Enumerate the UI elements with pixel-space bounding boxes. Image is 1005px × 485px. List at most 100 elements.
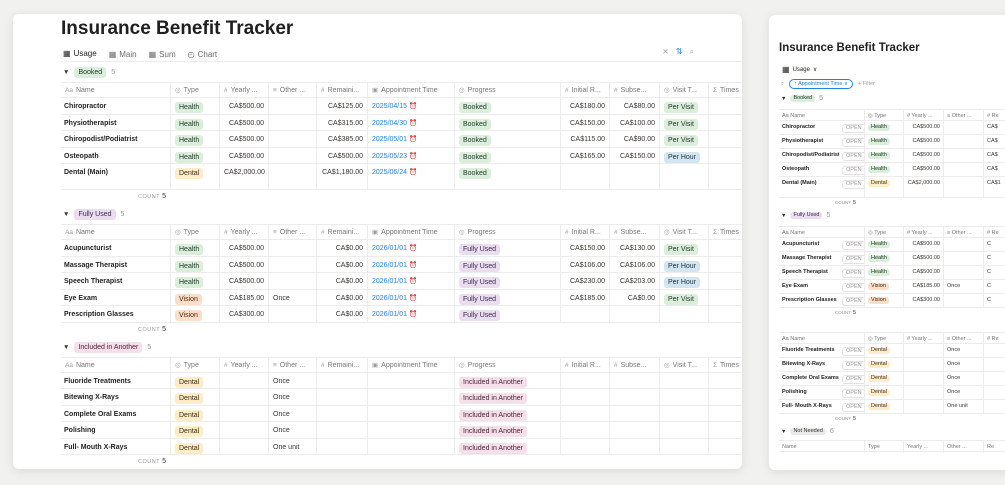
- table-row[interactable]: Fluoride Treatments OPEN Dental Once: [779, 344, 1005, 358]
- open-button[interactable]: OPEN: [842, 124, 864, 133]
- column-header[interactable]: # Yearly ...: [904, 110, 944, 122]
- column-header[interactable]: ▣ Appointment Time: [368, 357, 455, 374]
- open-button[interactable]: OPEN: [842, 180, 864, 189]
- table-row[interactable]: Polishing OPEN Dental Once: [779, 386, 1005, 400]
- column-header[interactable]: ◎ Visit T...: [660, 357, 709, 374]
- table-row[interactable]: Physiotherapist OPEN Health CA$500.00 CA$: [779, 135, 1005, 149]
- cell-name[interactable]: Speech Therapist: [61, 273, 171, 289]
- column-header[interactable]: Aa Name: [61, 225, 171, 241]
- table-row[interactable]: Eye Exam Vision CA$185.00 Once CA$0.00 2026/0…: [61, 289, 742, 306]
- column-header[interactable]: Σ Times: [709, 83, 742, 99]
- column-header[interactable]: # Yearly ...: [220, 225, 269, 241]
- open-button[interactable]: OPEN: [842, 241, 864, 250]
- open-button[interactable]: OPEN: [842, 152, 864, 161]
- table-row[interactable]: Speech Therapist OPEN Health CA$500.00 C: [779, 266, 1005, 280]
- cell-open[interactable]: OPEN: [839, 400, 865, 413]
- column-header[interactable]: ◎ Visit T...: [660, 83, 709, 99]
- column-header[interactable]: Aa Name: [61, 357, 171, 374]
- cell-name[interactable]: Eye Exam: [779, 280, 839, 293]
- side-group-header[interactable]: ▼ Not Needed 6: [781, 428, 834, 435]
- cell-name[interactable]: Acupuncturist: [779, 238, 839, 251]
- cell-open[interactable]: OPEN: [839, 177, 865, 197]
- table-row[interactable]: Osteopath Health CA$500.00 CA$500.00 2025/05…: [61, 147, 742, 164]
- column-header[interactable]: ◎ Progress: [455, 357, 561, 374]
- column-header[interactable]: ≡ Other ...: [269, 357, 317, 374]
- column-header[interactable]: # Yearly ...: [904, 227, 944, 239]
- column-header[interactable]: Σ Times: [709, 358, 742, 374]
- group-header[interactable]: ▼ Booked 5: [63, 67, 115, 78]
- cell-open[interactable]: OPEN: [839, 121, 865, 134]
- toggle-triangle-icon[interactable]: ▼: [63, 69, 70, 76]
- cell-name[interactable]: Dental (Main): [61, 164, 171, 189]
- column-header[interactable]: Other ...: [944, 441, 984, 453]
- table-row[interactable]: Massage Therapist OPEN Health CA$500.00 C: [779, 252, 1005, 266]
- table-row[interactable]: Chiropodist/Podiatrist OPEN Health CA$500.0…: [779, 149, 1005, 163]
- column-header[interactable]: Σ Times: [709, 225, 742, 241]
- cell-name[interactable]: Bitewing X-Rays: [779, 358, 839, 371]
- column-header[interactable]: # Re: [984, 227, 1005, 239]
- column-header[interactable]: # Re: [984, 110, 1005, 122]
- table-row[interactable]: Acupuncturist Health CA$500.00 CA$0.00 2026/…: [61, 240, 742, 257]
- search-icon[interactable]: ⌕: [781, 80, 785, 87]
- column-header[interactable]: ◎ Visit T...: [660, 225, 709, 241]
- column-header[interactable]: ◎ Type: [865, 110, 904, 122]
- open-button[interactable]: OPEN: [842, 297, 864, 306]
- open-button[interactable]: OPEN: [842, 389, 864, 398]
- column-header[interactable]: # Remaini...: [317, 225, 368, 241]
- cell-open[interactable]: OPEN: [839, 280, 865, 293]
- filter-chip[interactable]: ↑ Appointment Time ∨: [789, 79, 853, 89]
- side-group-header[interactable]: ▼ Booked 5: [781, 95, 823, 102]
- cell-open[interactable]: OPEN: [839, 372, 865, 385]
- sort-icon[interactable]: ⇅: [675, 47, 683, 56]
- table-row[interactable]: Dental (Main) OPEN Dental CA$2,000.00 CA$1: [779, 177, 1005, 198]
- group-header[interactable]: ▼ Fully Used 5: [63, 209, 124, 220]
- table-row[interactable]: Chiropractor Health CA$500.00 CA$125.00 2025…: [61, 98, 742, 115]
- column-header[interactable]: Type: [865, 441, 904, 453]
- table-row[interactable]: Eye Exam OPEN Vision CA$185.00 Once C: [779, 280, 1005, 294]
- cell-open[interactable]: OPEN: [839, 135, 865, 148]
- cell-name[interactable]: Dental (Main): [779, 177, 839, 197]
- column-header[interactable]: # Yearly ...: [220, 83, 269, 99]
- cell-name[interactable]: Acupuncturist: [61, 240, 171, 256]
- table-row[interactable]: Fluoride Treatments Dental Once Included in…: [61, 372, 742, 389]
- cell-name[interactable]: Full- Mouth X-Rays: [779, 400, 839, 413]
- column-header[interactable]: # Re: [984, 333, 1005, 345]
- cell-name[interactable]: Prescription Glasses: [779, 294, 839, 307]
- table-row[interactable]: Polishing Dental Once Included in Another: [61, 422, 742, 439]
- column-header[interactable]: Aa Name: [779, 110, 865, 122]
- column-header[interactable]: ◎ Progress: [455, 83, 561, 99]
- toggle-triangle-icon[interactable]: ▼: [781, 428, 787, 435]
- side-tab-usage[interactable]: ▦ Usage ∨: [782, 62, 817, 77]
- cell-open[interactable]: OPEN: [839, 238, 865, 251]
- column-header[interactable]: Aa Name: [779, 333, 865, 345]
- cell-name[interactable]: Fluoride Treatments: [61, 372, 171, 388]
- cell-name[interactable]: Bitewing X-Rays: [61, 389, 171, 405]
- cell-open[interactable]: OPEN: [839, 252, 865, 265]
- cell-name[interactable]: Prescription Glasses: [61, 306, 171, 322]
- column-header[interactable]: ◎ Type: [865, 227, 904, 239]
- open-button[interactable]: OPEN: [842, 138, 864, 147]
- table-row[interactable]: Massage Therapist Health CA$500.00 CA$0.00 2…: [61, 256, 742, 273]
- column-header[interactable]: Aa Name: [779, 227, 865, 239]
- table-row[interactable]: Bitewing X-Rays OPEN Dental Once: [779, 358, 1005, 372]
- toggle-triangle-icon[interactable]: ▼: [63, 211, 70, 218]
- cell-name[interactable]: Polishing: [61, 422, 171, 438]
- open-button[interactable]: OPEN: [842, 269, 864, 278]
- cell-open[interactable]: OPEN: [839, 149, 865, 162]
- column-header[interactable]: # Subse...: [610, 225, 660, 241]
- toggle-triangle-icon[interactable]: ▼: [63, 343, 70, 351]
- open-button[interactable]: OPEN: [842, 403, 864, 412]
- cell-name[interactable]: Chiropractor: [779, 121, 839, 134]
- column-header[interactable]: # Initial R...: [561, 225, 610, 241]
- cell-name[interactable]: Physiotherapist: [779, 135, 839, 148]
- table-row[interactable]: Acupuncturist OPEN Health CA$500.00 C: [779, 238, 1005, 252]
- table-row[interactable]: Chiropodist/Podiatrist Health CA$500.00 CA$…: [61, 131, 742, 148]
- cell-name[interactable]: Eye Exam: [61, 289, 171, 305]
- cell-open[interactable]: OPEN: [839, 294, 865, 307]
- toggle-triangle-icon[interactable]: ▼: [781, 95, 787, 102]
- column-header[interactable]: # Yearly ...: [904, 333, 944, 345]
- cell-open[interactable]: OPEN: [839, 386, 865, 399]
- table-row[interactable]: Bitewing X-Rays Dental Once Included in Ano…: [61, 389, 742, 406]
- cell-name[interactable]: Complete Oral Exams: [779, 372, 839, 385]
- table-row[interactable]: Prescription Glasses Vision CA$300.00 CA$0.…: [61, 306, 742, 323]
